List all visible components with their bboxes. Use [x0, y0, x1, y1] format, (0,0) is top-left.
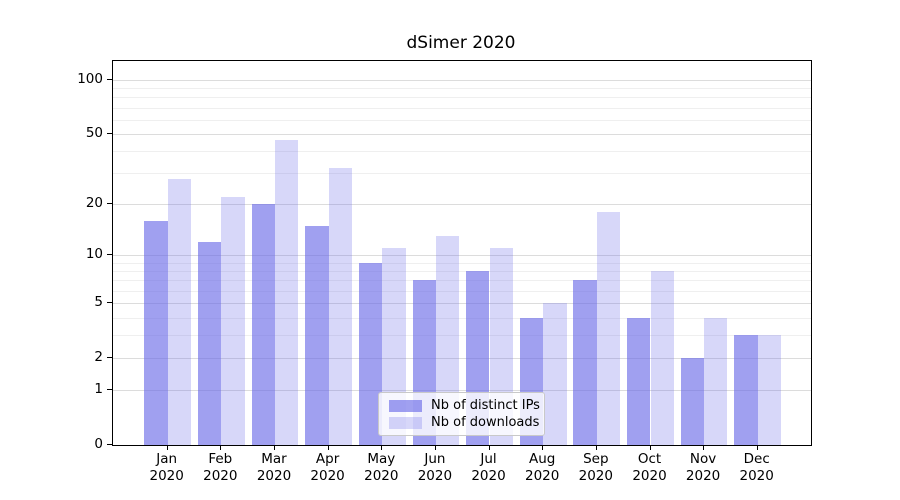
y-tick-label: 50	[85, 124, 103, 141]
legend-row: Nb of distinct IPs	[389, 397, 540, 414]
x-tick-mark	[327, 445, 329, 450]
major-gridline	[113, 133, 811, 135]
y-tick-mark	[107, 78, 112, 80]
bar-distinct-ips-nov	[680, 358, 705, 445]
minor-gridline	[113, 317, 811, 319]
bar-distinct-ips-feb	[197, 242, 222, 445]
y-tick-mark	[107, 254, 112, 256]
x-tick-label: Feb 2020	[203, 451, 238, 484]
bar-downloads-apr	[328, 168, 352, 445]
x-tick-label: Apr 2020	[310, 451, 345, 484]
minor-gridline	[113, 262, 811, 264]
x-tick-mark	[595, 445, 597, 450]
minor-gridline	[113, 291, 811, 292]
bar-distinct-ips-may	[358, 262, 383, 445]
bar-distinct-ips-mar	[251, 204, 275, 445]
major-gridline	[113, 204, 811, 206]
minor-gridline	[113, 97, 811, 99]
y-tick-mark	[107, 132, 112, 134]
minor-gridline	[113, 335, 811, 337]
x-tick-label: Oct 2020	[632, 451, 667, 484]
x-tick-mark	[488, 445, 490, 450]
x-tick-label: Jul 2020	[471, 451, 506, 484]
bar-distinct-ips-oct	[627, 317, 651, 445]
minor-gridline	[113, 107, 811, 109]
legend-swatch-distinct-ips	[389, 399, 422, 412]
bar-downloads-dec	[757, 335, 782, 445]
legend-swatch-downloads	[389, 416, 422, 429]
y-tick-label: 100	[77, 70, 103, 87]
minor-gridline	[113, 151, 811, 153]
x-tick-label: Aug 2020	[525, 451, 560, 484]
x-tick-mark	[703, 445, 705, 450]
x-tick-label: Dec 2020	[739, 451, 774, 484]
y-tick-label: 2	[94, 349, 103, 366]
bar-downloads-aug	[543, 303, 567, 445]
x-tick-label: Sep 2020	[578, 451, 613, 484]
x-tick-mark	[166, 445, 168, 450]
y-tick-label: 20	[85, 195, 103, 212]
x-tick-label: Jun 2020	[417, 451, 453, 484]
bar-downloads-feb	[221, 196, 245, 445]
x-tick-mark	[220, 445, 222, 450]
x-tick-mark	[649, 445, 651, 450]
x-tick-label: Nov 2020	[685, 451, 721, 484]
bar-downloads-oct	[650, 271, 674, 445]
bar-distinct-ips-dec	[734, 335, 758, 445]
y-tick-mark	[107, 389, 112, 391]
legend-label-downloads: Nb of downloads	[431, 415, 540, 430]
x-tick-mark	[542, 445, 544, 450]
bar-downloads-jan	[167, 178, 192, 445]
y-tick-label: 0	[94, 436, 103, 452]
legend: Nb of distinct IPs Nb of downloads	[378, 392, 545, 436]
legend-label-distinct-ips: Nb of distinct IPs	[431, 398, 540, 413]
x-tick-mark	[434, 445, 436, 450]
major-gridline	[113, 358, 811, 360]
major-gridline	[113, 255, 811, 257]
minor-gridline	[113, 119, 811, 121]
major-gridline	[113, 390, 811, 392]
bar-downloads-nov	[704, 317, 728, 445]
x-tick-mark	[274, 445, 275, 450]
bar-downloads-sep	[596, 212, 621, 445]
y-tick-label: 5	[94, 294, 103, 311]
minor-gridline	[113, 173, 811, 175]
minor-gridline	[113, 88, 811, 89]
bar-distinct-ips-sep	[573, 280, 597, 445]
plot-area	[112, 60, 812, 446]
y-tick-mark	[107, 444, 112, 445]
y-tick-label: 1	[94, 381, 103, 398]
major-gridline	[113, 303, 811, 305]
x-tick-label: Mar 2020	[256, 451, 292, 484]
y-tick-label: 10	[85, 246, 103, 263]
x-tick-label: Jan 2020	[149, 451, 184, 484]
bar-distinct-ips-jan	[144, 220, 168, 445]
y-tick-mark	[107, 203, 112, 205]
major-gridline	[113, 79, 811, 81]
bar-distinct-ips-apr	[305, 225, 329, 445]
bar-downloads-mar	[275, 140, 299, 445]
x-tick-label: May 2020	[364, 451, 399, 484]
legend-row: Nb of downloads	[389, 414, 540, 431]
minor-gridline	[113, 271, 811, 273]
x-tick-mark	[756, 445, 758, 450]
y-tick-mark	[107, 357, 112, 359]
y-tick-mark	[107, 302, 112, 304]
chart-title: dSimer 2020	[406, 33, 516, 53]
x-tick-mark	[381, 445, 383, 450]
minor-gridline	[113, 280, 811, 282]
